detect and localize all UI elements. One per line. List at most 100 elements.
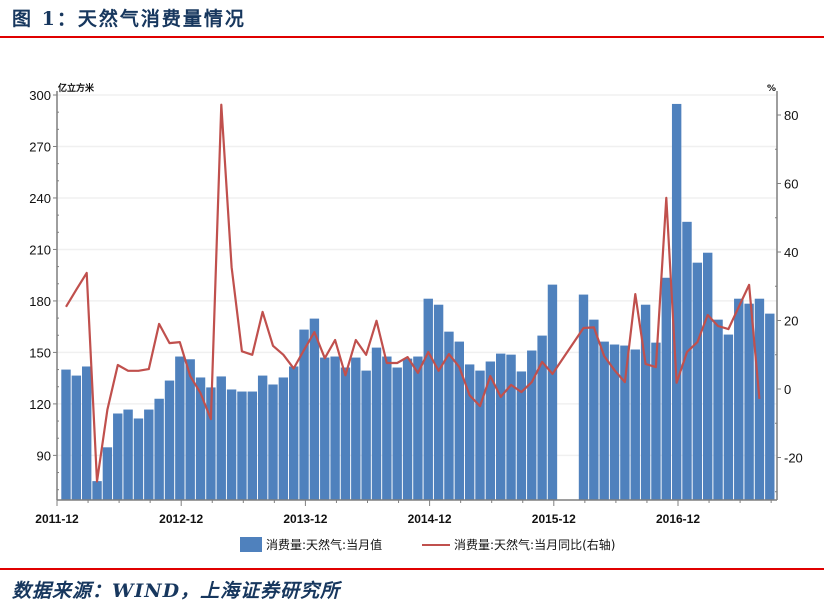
bar [475,370,485,500]
bar [640,304,651,500]
x-tick-label: 2013-12 [283,512,327,526]
left-tick-label: 300 [29,88,51,103]
bar [92,481,102,500]
right-tick-label: 60 [784,177,798,192]
bar [589,319,599,500]
left-tick-label: 90 [37,448,51,463]
bar [578,294,589,500]
bar [444,331,454,500]
bar [371,347,382,500]
bar [123,409,133,500]
bar [113,413,123,500]
bar [671,103,682,500]
x-tick-label: 2014-12 [408,512,452,526]
yoy-line [65,103,761,483]
bar [506,354,516,500]
bar [330,356,340,500]
left-tick-label: 210 [29,242,51,257]
bar [682,221,692,500]
bar [361,370,371,500]
bar [247,391,257,500]
bar [102,447,113,500]
bar [320,357,330,500]
x-tick-label: 2016-12 [656,512,700,526]
left-tick-label: 150 [29,345,51,360]
title-divider [0,36,824,38]
right-tick-label: 20 [784,314,798,329]
bar [392,367,402,500]
bar [547,284,558,500]
legend-line-label: 消费量:天然气:当月同比(右轴) [454,538,616,552]
bar [268,384,278,500]
bar [144,409,154,500]
bar [423,298,433,500]
bar [485,361,496,500]
bar [154,398,164,500]
bar [82,366,92,500]
bar [703,252,713,500]
bar [599,341,609,500]
bar [692,262,703,500]
bar [164,380,175,500]
bar [195,377,206,500]
left-tick-label: 180 [29,294,51,309]
bar [454,341,464,500]
legend-line: 消费量:天然气:当月同比(右轴) [422,536,615,553]
x-tick-label: 2011-12 [35,512,79,526]
bar [216,376,226,500]
data-source: 数据来源：WIND，上海证券研究所 [12,580,341,602]
left-tick-label: 240 [29,191,51,206]
bar [133,418,144,500]
bar [516,371,527,500]
legend-bar-label: 消费量:天然气:当月值 [266,538,383,552]
bar [620,345,630,500]
bar [734,298,744,500]
right-tick-label: -20 [784,451,803,466]
bar [723,334,734,500]
footer-divider [0,568,824,570]
x-tick-label: 2012-12 [159,512,203,526]
bar [464,364,475,500]
left-axis-unit: 亿立方米 [58,82,95,94]
right-tick-label: 40 [784,245,798,260]
right-axis-unit: % [767,84,776,94]
legend-line-swatch [422,543,450,546]
bar [496,353,506,500]
bar [206,387,216,500]
bar [309,318,320,500]
bar [661,277,671,500]
bar [185,359,195,500]
left-tick-label: 270 [29,139,51,154]
bar [527,350,537,500]
bar [754,298,765,500]
bar [413,356,423,500]
right-tick-label: 80 [784,108,798,123]
bar [71,375,82,500]
left-tick-label: 120 [29,397,51,412]
bar [765,313,775,500]
right-tick-label: 0 [784,382,791,397]
bar [744,303,754,500]
bar [433,304,444,500]
bar [609,344,620,500]
bar [630,349,640,500]
bar [402,358,413,500]
bar [651,342,661,500]
bar [257,375,268,500]
bar [61,369,71,500]
bar [537,335,547,500]
x-tick-label: 2015-12 [532,512,576,526]
bar [289,366,299,500]
bar [226,389,237,500]
bar [351,357,361,500]
figure-title: 图 1：天然气消费量情况 [12,8,246,30]
gas-consumption-chart: 90 120 150 180 210 240 270 300 亿立方米 -20 0 20 40 60 80%… [29,82,803,526]
bar [175,356,185,500]
legend-bar: 消费量:天然气:当月值 [240,536,382,553]
bar [340,367,351,500]
bar [382,356,392,500]
bar [299,329,309,500]
bar [278,377,289,500]
legend-bar-swatch [240,537,262,552]
bar [237,391,247,500]
